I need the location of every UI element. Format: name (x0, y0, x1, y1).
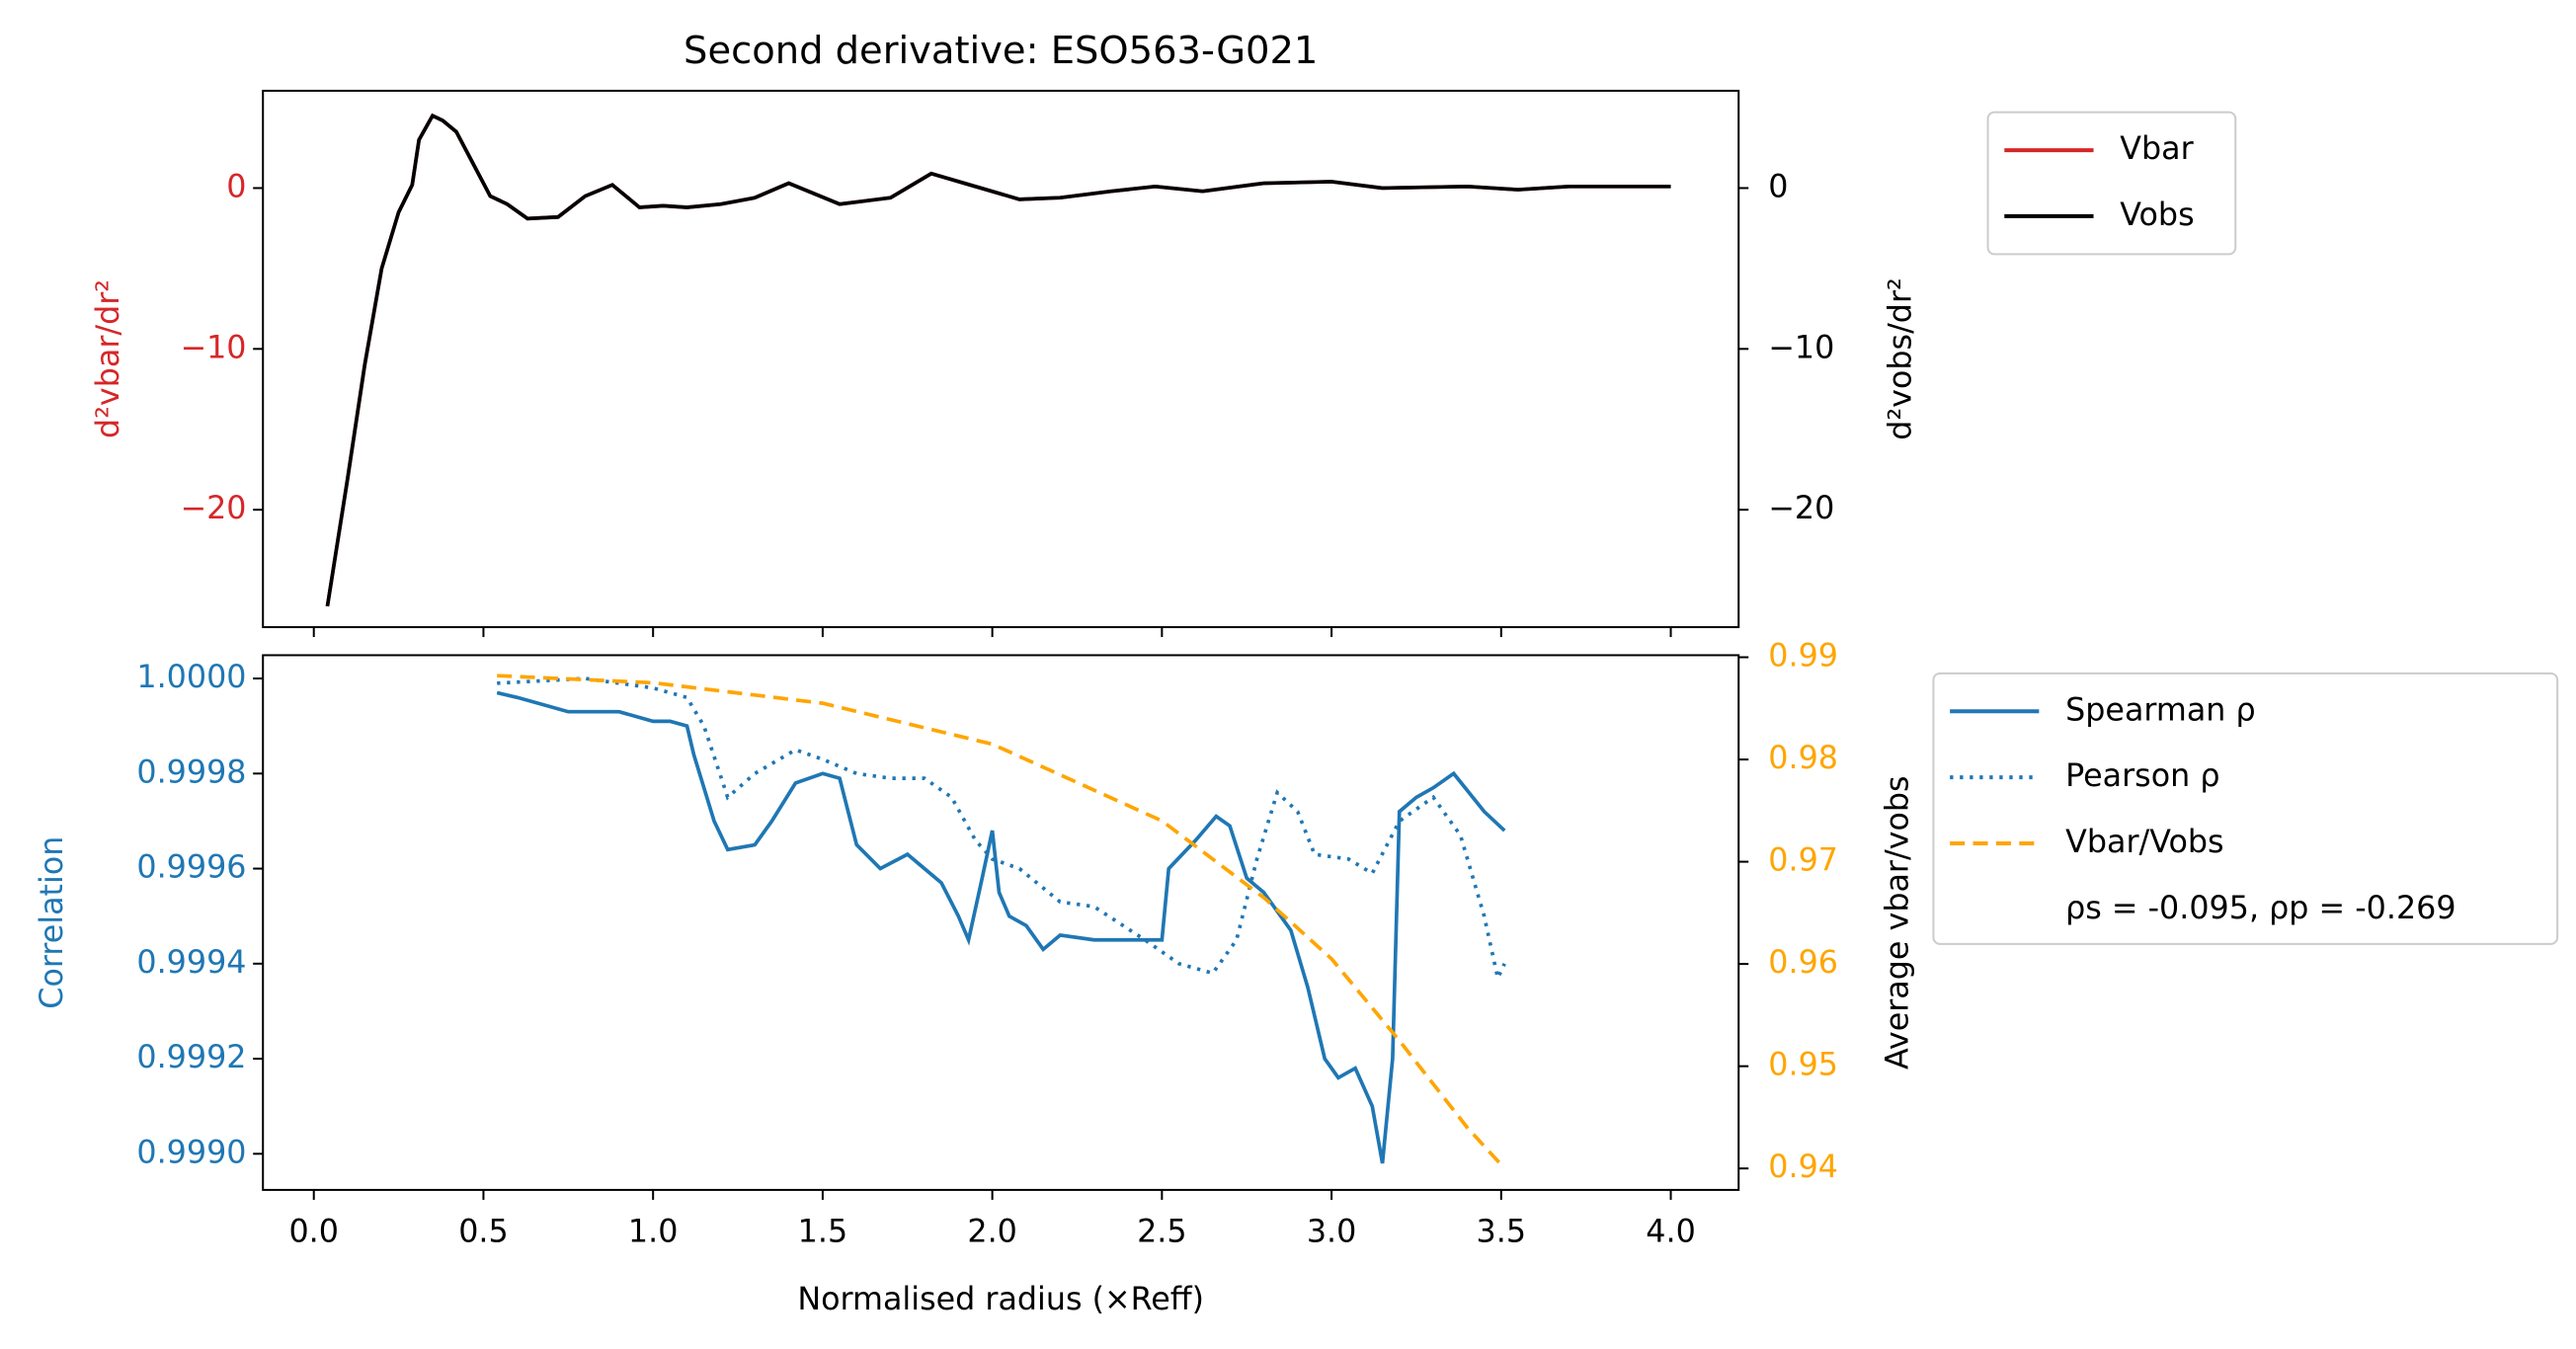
legend-label: Vbar/Vobs (2065, 825, 2223, 860)
legend-box (1932, 672, 2559, 945)
y2-tick-label: 0 (1768, 169, 1788, 204)
y-axis-label: d²vbar/dr² (91, 279, 126, 438)
y-tick-label: −20 (180, 491, 246, 526)
y-tick-label: 0.9998 (136, 754, 246, 790)
y2-tick-label: 0.96 (1768, 945, 1838, 981)
y-tick-label: −10 (180, 330, 246, 365)
x-tick-label: 3.0 (1307, 1214, 1357, 1249)
legend-box (1986, 111, 2237, 256)
x-tick-label: 4.0 (1646, 1214, 1696, 1249)
series-line (496, 690, 1506, 1164)
y2-axis-label: Average vbar/vobs (1880, 775, 1915, 1070)
y-tick-label: 0.9994 (136, 945, 246, 981)
y-tick-label: 0.9996 (136, 850, 246, 886)
y-tick-label: 0 (226, 169, 246, 204)
y2-tick-label: 0.95 (1768, 1048, 1838, 1083)
y2-tick-label: −20 (1768, 491, 1834, 526)
y-axis-label: Correlation (35, 836, 70, 1009)
y2-tick-label: 0.94 (1768, 1150, 1838, 1185)
y-tick-label: 0.9990 (136, 1135, 246, 1170)
x-tick-label: 1.0 (628, 1214, 679, 1249)
y2-tick-label: −10 (1768, 330, 1834, 365)
legend-label: Vobs (2120, 198, 2194, 233)
legend-label: Pearson ρ (2065, 758, 2219, 794)
y-tick-label: 1.0000 (136, 660, 246, 695)
x-tick-label: 2.0 (967, 1214, 1017, 1249)
y2-tick-label: 0.97 (1768, 843, 1838, 879)
series-line (497, 676, 1506, 984)
legend-label: Spearman ρ (2065, 692, 2256, 728)
y-tick-label: 0.9992 (136, 1040, 246, 1075)
y2-axis-label: d²vobs/dr² (1884, 278, 1919, 439)
x-tick-label: 1.5 (798, 1214, 847, 1249)
y2-tick-label: 0.98 (1768, 741, 1838, 776)
plot-frame (262, 89, 1740, 629)
x-axis-label: Normalised radius (×Reff) (797, 1282, 1204, 1317)
series-line (497, 674, 1506, 1170)
y2-tick-label: 0.99 (1768, 639, 1838, 674)
plot-frame (262, 654, 1740, 1191)
chart-title: Second derivative: ESO563-G021 (684, 29, 1318, 73)
x-tick-label: 0.5 (458, 1214, 509, 1249)
x-tick-label: 2.5 (1137, 1214, 1187, 1249)
x-tick-label: 3.5 (1477, 1214, 1527, 1249)
series-line (325, 113, 1671, 607)
legend-label: Vbar (2120, 131, 2194, 167)
series-line (325, 113, 1671, 607)
legend-annotation: ρs = -0.095, ρp = -0.269 (2065, 891, 2455, 926)
x-tick-label: 0.0 (288, 1214, 339, 1249)
